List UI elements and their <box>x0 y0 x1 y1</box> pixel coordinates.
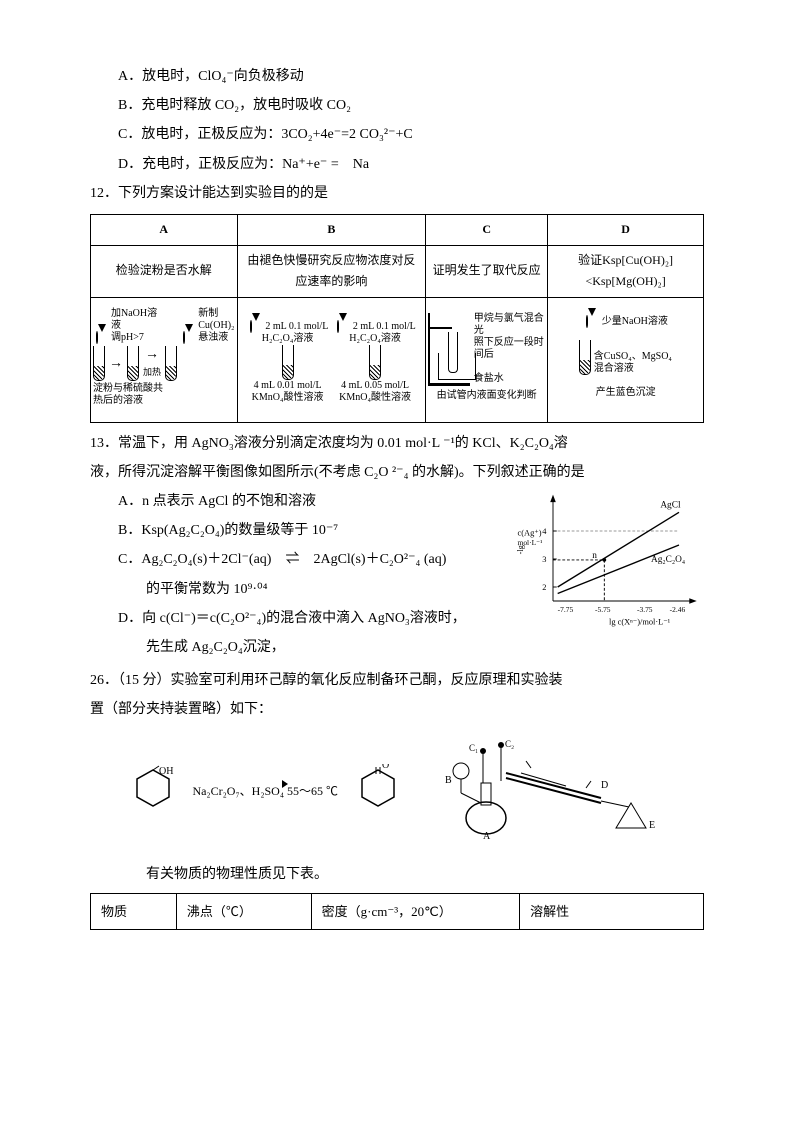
cyclohexanone-icon: O <box>354 764 402 821</box>
svg-text:c(Ag⁺): c(Ag⁺) <box>518 529 542 538</box>
q12b-t2b: H₂C₂O₄溶液 <box>349 333 401 344</box>
q12a-l4: 热后的溶液 <box>93 395 143 406</box>
svg-text:-5.75: -5.75 <box>595 605 611 614</box>
q26-table: 物质 沸点（℃） 密度（g·cm⁻³，20℃） 溶解性 <box>90 893 704 930</box>
q12-h-d: D <box>548 214 704 245</box>
q26-stem1: 26．（15 分）实验室可利用环己醇的氧化反应制备环己酮，反应原理和实验装 <box>90 668 704 693</box>
svg-text:OH: OH <box>159 766 173 777</box>
svg-text:-2.46: -2.46 <box>670 605 686 614</box>
q12-stem: 12．下列方案设计能达到实验目的的是 <box>90 181 704 206</box>
q12c-l4: 由试管内液面变化判断 <box>428 390 545 402</box>
q12-fig-c: 甲烷与氯气混合光 照下反应一段时间后 食盐水 由试管内液面变化判断 <box>426 297 548 422</box>
q12b-t2: H₂C₂O₄溶液 <box>262 333 314 344</box>
q12-desc-d: 验证Ksp[Cu(OH)₂] <Ksp[Mg(OH)₂] <box>548 245 704 297</box>
q26-stem2: 置（部分夹持装置略）如下： <box>90 697 704 722</box>
svg-text:3: 3 <box>542 555 546 564</box>
q13-stem1: 13．常温下，用 AgNO₃溶液分别滴定浓度均为 0.01 mol·L ⁻¹的 … <box>90 431 704 456</box>
svg-text:C₁: C₁ <box>469 743 478 753</box>
phys-h1: 沸点（℃） <box>176 893 311 929</box>
q12b-b2: KMnO₄酸性溶液 <box>252 392 324 403</box>
phys-h0: 物质 <box>91 893 177 929</box>
apparatus-diagram: A B C₁ C₂ D E <box>431 733 671 852</box>
q13-stem2: 液，所得沉淀溶解平衡图像如图所示(不考虑 C₂O ²⁻₄ 的水解)。下列叙述正确… <box>90 460 704 485</box>
svg-text:A: A <box>483 831 491 842</box>
q12-fig-b: 2 mL 0.1 mol/L H₂C₂O₄溶液 4 mL 0.01 mol/L … <box>237 297 426 422</box>
q12-desc-c: 证明发生了取代反应 <box>426 245 548 297</box>
q26-rxnbot: 55～65 ℃ <box>287 784 338 798</box>
svg-text:-3.75: -3.75 <box>637 605 653 614</box>
q12a-l1: 加NaOH溶液 <box>111 308 157 331</box>
arrow-icon: → <box>109 356 123 373</box>
q12b-b3: 4 mL 0.05 mol/L <box>341 380 409 391</box>
q13-d2: 先生成 Ag₂C₂O₄沉淀， <box>118 635 704 660</box>
q12d-l2: 含CuSO₄、MgSO₄ <box>594 351 672 362</box>
q11-opt-a: A．放电时，ClO₄⁻向负极移动 <box>118 64 704 89</box>
q12-fig-a: 加NaOH溶液 调pH>7 新制 Cu(OH)₂ 悬浊液 → →加热 <box>91 297 238 422</box>
svg-text:O: O <box>382 764 389 771</box>
q12a-l3: 淀粉与稀硫酸共 <box>93 383 163 394</box>
svg-text:mol·L⁻¹: mol·L⁻¹ <box>518 538 543 547</box>
svg-text:D: D <box>601 780 608 791</box>
q12-desc-b: 由褪色快慢研究反应物浓度对反应速率的影响 <box>237 245 426 297</box>
q12-table: A B C D 检验淀粉是否水解 由褪色快慢研究反应物浓度对反应速率的影响 证明… <box>90 214 704 423</box>
q12-h-b: B <box>237 214 426 245</box>
phys-h3: 溶解性 <box>520 893 704 929</box>
q12a-m2: Cu(OH)₂ <box>198 320 234 331</box>
q12b-b4: KMnO₄酸性溶液 <box>339 392 411 403</box>
q12-h-c: C <box>426 214 548 245</box>
q12-h-a: A <box>91 214 238 245</box>
svg-text:4: 4 <box>542 527 547 536</box>
svg-text:AgCl: AgCl <box>660 501 681 511</box>
q12-desc-a: 检验淀粉是否水解 <box>91 245 238 297</box>
q12-fig-d: 少量NaOH溶液 含CuSO₄、MgSO₄ 混合溶液 产生蓝色沉淀 <box>548 297 704 422</box>
q11-opt-b: B．充电时释放 CO₂，放电时吸收 CO₂ <box>118 93 704 118</box>
svg-text:C₂: C₂ <box>505 739 514 749</box>
q12c-l3: 食盐水 <box>474 373 504 384</box>
q12d-l4: 产生蓝色沉淀 <box>596 387 656 398</box>
q26-rxntop: Na₂Cr₂O₇、H₂SO₄ <box>192 784 284 798</box>
q12d-l3: 混合溶液 <box>594 363 634 374</box>
q12a-m3: 悬浊液 <box>198 332 228 343</box>
q12b-b1: 4 mL 0.01 mol/L <box>254 380 322 391</box>
svg-text:B: B <box>445 775 452 786</box>
arrow-icon: →加热 <box>143 347 161 381</box>
svg-text:Ag₂C₂O₄: Ag₂C₂O₄ <box>651 555 685 565</box>
svg-text:lg c(Xⁿ⁻)/mol·L⁻¹: lg c(Xⁿ⁻)/mol·L⁻¹ <box>609 617 671 626</box>
q26-reaction: OH Na₂Cr₂O₇、H₂SO₄ 55～65 ℃ O A B <box>90 733 704 852</box>
svg-text:-7.75: -7.75 <box>558 605 574 614</box>
q12a-l2: 调pH>7 <box>111 332 144 343</box>
cyclohexanol-icon: OH <box>129 764 177 821</box>
q13-graph: -lg c(Ag⁺) mol·L⁻¹ 2 3 4 AgCl Ag₂C₂O₄ n … <box>514 489 704 638</box>
q12a-m1: 新制 <box>198 308 218 319</box>
q11-opt-d: D．充电时，正极反应为：Na⁺+e⁻ = Na <box>118 152 704 177</box>
svg-text:E: E <box>649 820 655 831</box>
phys-h2: 密度（g·cm⁻³，20℃） <box>311 893 519 929</box>
q12b-t1b: 2 mL 0.1 mol/L <box>353 321 416 332</box>
q26-note: 有关物质的物理性质见下表。 <box>90 862 704 887</box>
q12a-arr: 加热 <box>143 367 161 377</box>
q12d-l1: 少量NaOH溶液 <box>602 316 668 327</box>
q11-opt-c: C．放电时，正极反应为：3CO₂+4e⁻=2 CO₃²⁻+C <box>118 122 704 147</box>
svg-text:2: 2 <box>542 583 546 592</box>
q12c-l2: 照下反应一段时间后 <box>474 337 544 360</box>
q12b-t1: 2 mL 0.1 mol/L <box>265 321 328 332</box>
q12c-l1: 甲烷与氯气混合光 <box>474 313 544 336</box>
